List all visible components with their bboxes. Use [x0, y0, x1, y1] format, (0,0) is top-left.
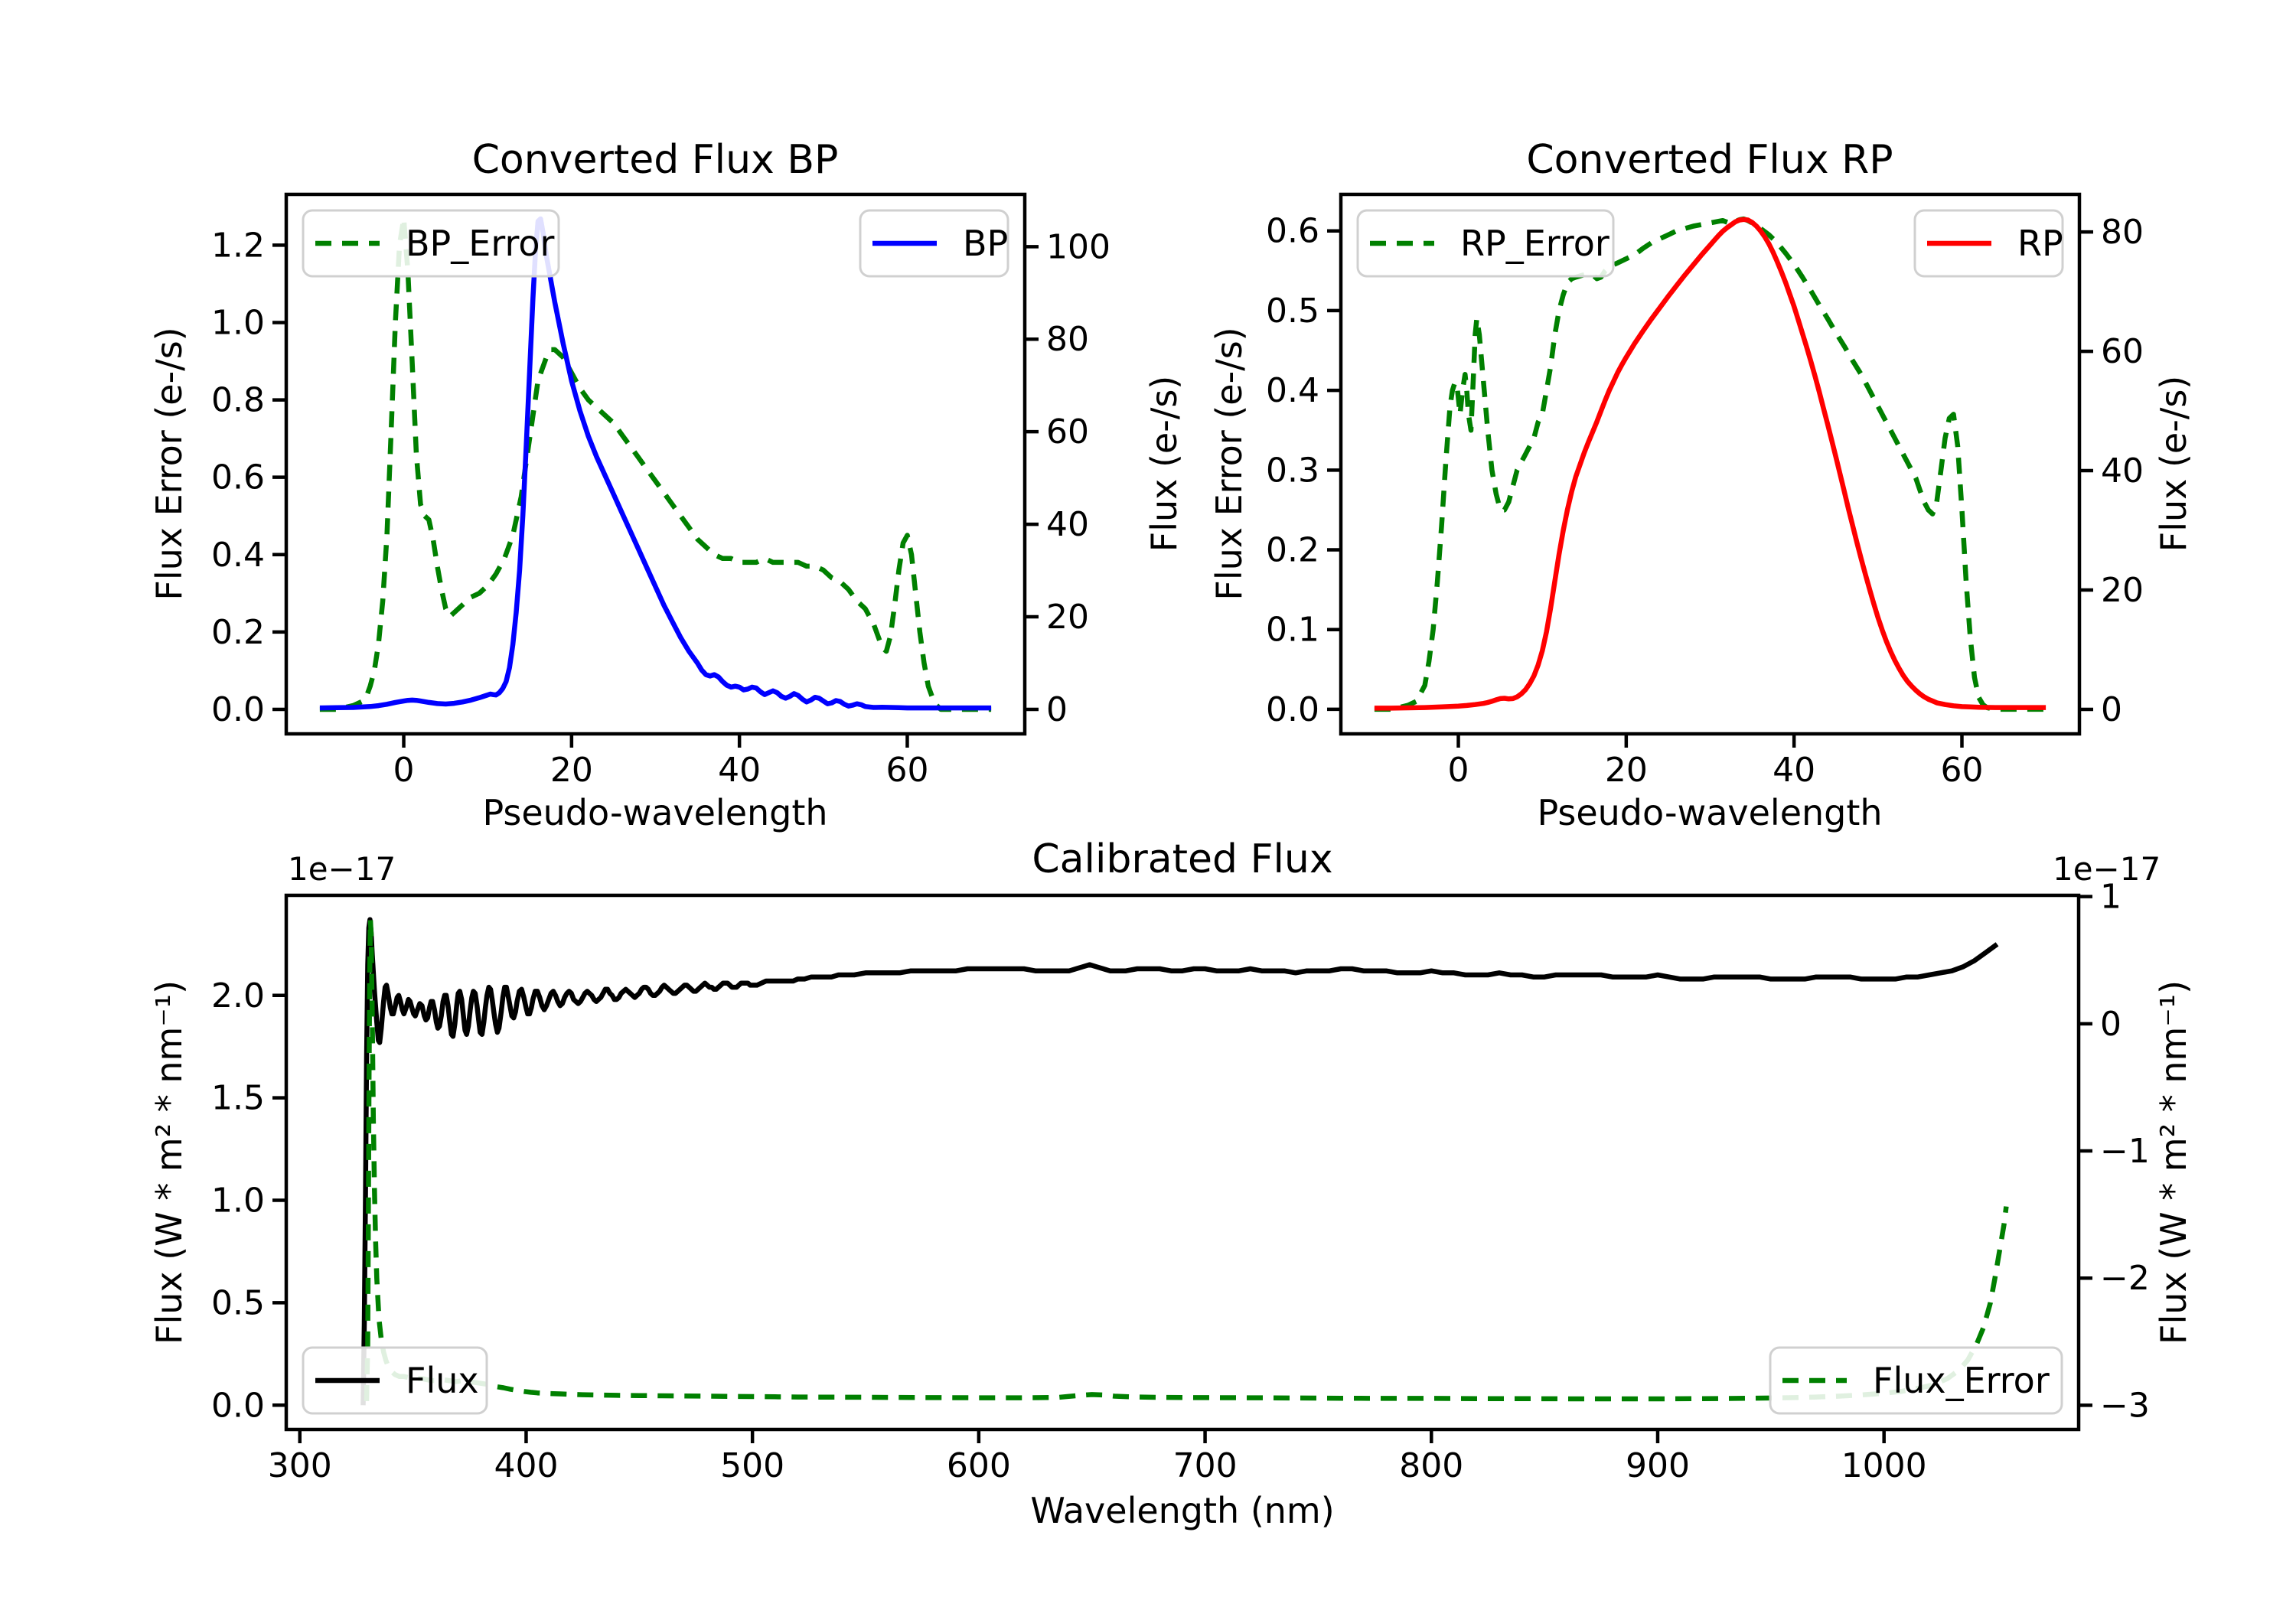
- series-flux_error: [364, 917, 2009, 1402]
- chart-bp-xlabel: Pseudo-wavelength: [482, 792, 827, 833]
- legend-box: [302, 1346, 488, 1415]
- axes-spines: [1339, 192, 2082, 736]
- x-tick-label: 400: [494, 1446, 558, 1485]
- chart-bp-right-axis-label: Flux (e-/s): [1143, 376, 1185, 553]
- left-y-tick-label: 1.0: [211, 1182, 265, 1221]
- legend-label: BP: [963, 223, 1008, 264]
- left-y-tick-label: 0.0: [211, 690, 265, 729]
- right-y-tick-label: 80: [2101, 213, 2144, 252]
- right-y-tick-label: 60: [2101, 332, 2144, 371]
- chart-bp-left-axis-label: Flux Error (e-/s): [148, 327, 190, 600]
- right-y-tick-label: −1: [2100, 1132, 2150, 1171]
- x-tick-label: 0: [1448, 751, 1469, 790]
- left-y-tick-label: 1.5: [211, 1079, 265, 1118]
- right-y-tick-label: 40: [1046, 505, 1089, 544]
- right-axis-offset-text: 1e−17: [2053, 850, 2161, 888]
- axes-spines: [284, 893, 2081, 1432]
- right-y-tick-label: 20: [2101, 571, 2144, 610]
- left-y-tick-label: 0.1: [1266, 611, 1319, 650]
- left-y-tick-label: 1.0: [211, 304, 265, 343]
- x-tick-label: 300: [268, 1446, 332, 1485]
- chart-rp-title: Converted Flux RP: [1526, 137, 1893, 183]
- chart-rp-left-axis-label: Flux Error (e-/s): [1208, 327, 1250, 600]
- converted-flux-bp-plot: 0 20 40 60 0.0 0.2 0.4 0.6 0.8 1.0 1.2 0 20 40 60 80 100…: [211, 192, 1110, 790]
- legend-flux: Flux: [302, 1346, 488, 1415]
- left-y-tick-label: 1.2: [211, 226, 265, 265]
- legend-box: [1356, 209, 1615, 278]
- x-tick-label: 20: [550, 751, 593, 790]
- chart-rp-xlabel: Pseudo-wavelength: [1537, 792, 1882, 833]
- chart-rp-right-axis-label: Flux (e-/s): [2153, 376, 2194, 553]
- left-y-tick-label: 0.6: [1266, 212, 1319, 251]
- left-y-tick-label: 0.5: [211, 1283, 265, 1322]
- left-y-tick-label: 0.4: [211, 536, 265, 575]
- right-y-tick-label: 100: [1046, 227, 1110, 266]
- x-tick-label: 600: [947, 1446, 1011, 1485]
- x-tick-label: 700: [1173, 1446, 1238, 1485]
- left-y-tick-label: 0.4: [1266, 371, 1319, 410]
- series-flux: [360, 917, 1999, 1406]
- chart-bp-title: Converted Flux BP: [472, 137, 839, 183]
- x-tick-label: 900: [1626, 1446, 1690, 1485]
- series-group: [1374, 216, 2047, 712]
- right-y-tick-label: 0: [1046, 690, 1068, 729]
- legend-label: Flux: [406, 1360, 479, 1401]
- axes-spines: [284, 192, 1027, 736]
- series-group: [360, 917, 2009, 1406]
- chart-calibrated-xlabel: Wavelength (nm): [1030, 1490, 1334, 1531]
- legend-label: RP: [2017, 223, 2063, 264]
- right-y-tick-label: 60: [1046, 412, 1089, 451]
- series-bp: [319, 216, 992, 711]
- x-tick-label: 500: [720, 1446, 784, 1485]
- series-rp: [1374, 217, 2047, 711]
- legend-flux_error: Flux_Error: [1769, 1346, 2063, 1415]
- left-y-tick-label: 0.6: [211, 458, 265, 497]
- legend-bp_error: BP_Error: [302, 209, 560, 278]
- legend-box: [1769, 1346, 2063, 1415]
- left-y-tick-label: 0.2: [1266, 531, 1319, 570]
- right-y-tick-label: 0: [2100, 1005, 2122, 1044]
- right-y-tick-label: −2: [2100, 1259, 2150, 1298]
- series-group: [319, 215, 992, 712]
- left-y-tick-label: 0.0: [211, 1386, 265, 1425]
- legend-bp: BP: [859, 209, 1009, 278]
- chart-calibrated-left-axis-label: Flux (W * m² * nm⁻¹): [148, 980, 190, 1345]
- left-y-tick-label: 2.0: [211, 976, 265, 1015]
- left-y-tick-label: 0.2: [211, 613, 265, 652]
- legend-rp_error: RP_Error: [1356, 209, 1615, 278]
- plots-layer: 0 20 40 600.00.20.40.60.81.01.2020406080100…: [211, 192, 2150, 1485]
- chart-calibrated-right-axis-label: Flux (W * m² * nm⁻¹): [2153, 980, 2194, 1345]
- x-tick-label: 60: [885, 751, 928, 790]
- legend-label: RP_Error: [1460, 223, 1609, 264]
- right-y-tick-label: 1: [2100, 878, 2122, 917]
- legend-label: Flux_Error: [1873, 1360, 2050, 1401]
- right-y-tick-label: 20: [1046, 598, 1089, 637]
- x-tick-label: 40: [718, 751, 761, 790]
- x-tick-label: 800: [1399, 1446, 1463, 1485]
- legend-rp: RP: [1913, 209, 2064, 278]
- series-rp_error: [1374, 216, 2047, 712]
- right-y-tick-label: −3: [2100, 1386, 2150, 1425]
- chart-calibrated-title: Calibrated Flux: [1032, 836, 1332, 882]
- x-tick-label: 40: [1773, 751, 1815, 790]
- series-bp_error: [319, 215, 992, 712]
- right-y-tick-label: 40: [2101, 451, 2144, 491]
- left-y-tick-label: 0.5: [1266, 292, 1319, 331]
- x-tick-label: 60: [1940, 751, 1983, 790]
- left-axis-offset-text: 1e−17: [288, 850, 396, 888]
- right-y-tick-label: 0: [2101, 690, 2122, 729]
- x-tick-label: 1000: [1841, 1446, 1927, 1485]
- right-y-tick-label: 80: [1046, 320, 1089, 359]
- x-tick-label: 0: [393, 751, 415, 790]
- legend-box: [302, 209, 560, 278]
- converted-flux-rp-plot: 0 20 40 60 0.0 0.1 0.2 0.3 0.4 0.5 0.6 0 20 40 60 80 RP_…: [1266, 192, 2144, 790]
- left-y-tick-label: 0.3: [1266, 451, 1319, 490]
- legend-label: BP_Error: [406, 223, 555, 264]
- left-y-tick-label: 0.8: [211, 381, 265, 420]
- calibrated-flux-plot: 300 400 500 600 700 800 900 1000 0.0 0.5 1.0 1.5 2.0…: [211, 878, 2150, 1485]
- left-y-tick-label: 0.0: [1266, 690, 1319, 729]
- x-tick-label: 20: [1605, 751, 1648, 790]
